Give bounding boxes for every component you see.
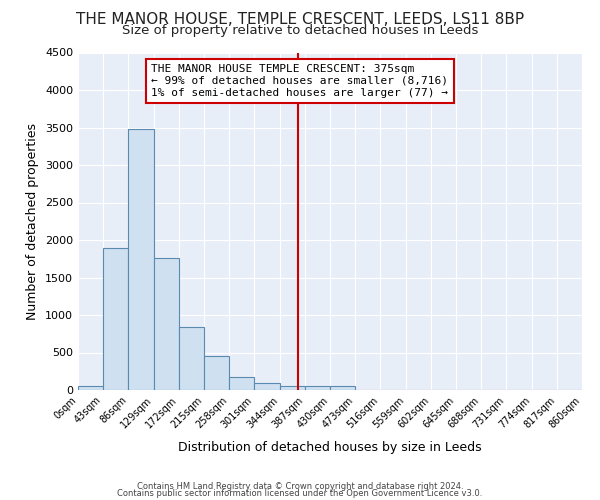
Y-axis label: Number of detached properties: Number of detached properties bbox=[26, 122, 40, 320]
Bar bbox=[179, 327, 204, 390]
Bar bbox=[280, 386, 305, 390]
Bar bbox=[154, 258, 179, 390]
Bar bbox=[330, 386, 355, 390]
Text: Contains HM Land Registry data © Crown copyright and database right 2024.: Contains HM Land Registry data © Crown c… bbox=[137, 482, 463, 491]
Bar bbox=[103, 248, 128, 390]
Bar bbox=[78, 386, 103, 390]
Text: THE MANOR HOUSE, TEMPLE CRESCENT, LEEDS, LS11 8BP: THE MANOR HOUSE, TEMPLE CRESCENT, LEEDS,… bbox=[76, 12, 524, 28]
Text: Size of property relative to detached houses in Leeds: Size of property relative to detached ho… bbox=[122, 24, 478, 37]
Bar bbox=[305, 386, 330, 390]
Bar bbox=[254, 382, 280, 390]
X-axis label: Distribution of detached houses by size in Leeds: Distribution of detached houses by size … bbox=[178, 441, 482, 454]
Bar bbox=[229, 378, 254, 390]
Bar bbox=[128, 129, 154, 390]
Bar bbox=[204, 356, 229, 390]
Text: Contains public sector information licensed under the Open Government Licence v3: Contains public sector information licen… bbox=[118, 489, 482, 498]
Text: THE MANOR HOUSE TEMPLE CRESCENT: 375sqm
← 99% of detached houses are smaller (8,: THE MANOR HOUSE TEMPLE CRESCENT: 375sqm … bbox=[151, 64, 448, 98]
